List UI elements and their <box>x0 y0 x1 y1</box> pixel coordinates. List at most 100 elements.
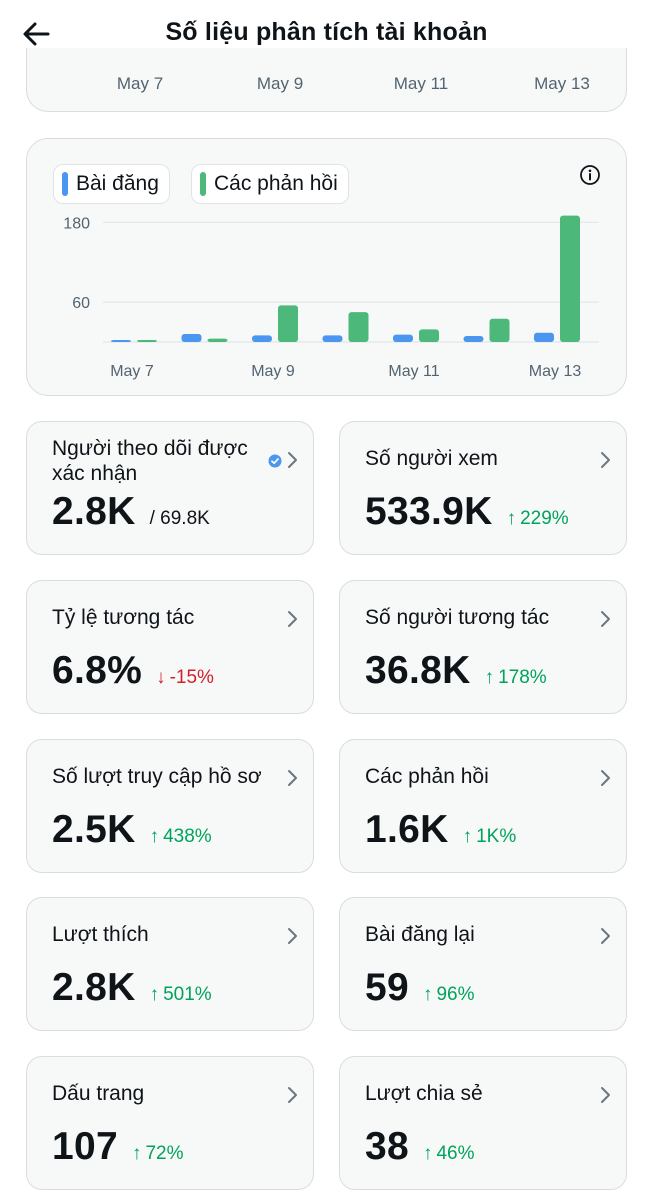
arrow-up-icon: ↑ <box>484 667 495 688</box>
x-axis-tick: May 7 <box>116 74 164 93</box>
metric-value-row: 2.8K ↑ 501% <box>52 966 212 1010</box>
metric-value: 533.9K <box>365 490 493 533</box>
x-axis-tick: May 13 <box>529 363 582 380</box>
chevron-right-icon <box>288 1087 297 1103</box>
bar-replies <box>137 340 157 342</box>
metric-change: ↑ 501% <box>150 984 212 1006</box>
metric-value-row: 1.6K ↑ 1K% <box>365 808 516 852</box>
bar-replies <box>207 338 228 342</box>
metric-label: Người theo dõi được xác nhận <box>52 437 248 485</box>
y-axis-tick: 60 <box>72 295 90 312</box>
arrow-up-icon: ↑ <box>506 508 517 529</box>
metric-tile[interactable]: Số lượt truy cập hồ sơ 2.5K ↑ 438% <box>26 739 314 873</box>
metric-change: ↑ 72% <box>132 1143 184 1165</box>
metric-change: ↑ 46% <box>423 1143 475 1165</box>
metric-value-row: 38 ↑ 46% <box>365 1125 475 1169</box>
arrow-up-icon: ↑ <box>422 1143 433 1164</box>
metric-change-value: 1K% <box>476 826 517 847</box>
chevron-right-icon <box>601 928 610 944</box>
metric-change-value: 229% <box>520 508 569 529</box>
bar-replies <box>419 329 439 342</box>
metric-value: 36.8K <box>365 649 471 692</box>
metric-value-row: 2.8K / 69.8K <box>52 490 210 534</box>
metric-value: 59 <box>365 966 409 1009</box>
legend-replies[interactable]: Các phản hồi <box>191 164 349 204</box>
bar-posts <box>322 335 343 342</box>
arrow-down-icon: ↓ <box>156 667 166 688</box>
metric-value-row: 2.5K ↑ 438% <box>52 808 212 852</box>
bar-replies <box>278 305 298 342</box>
arrow-up-icon: ↑ <box>149 984 160 1005</box>
arrow-up-icon: ↑ <box>422 984 433 1005</box>
chevron-right-icon <box>601 452 610 468</box>
posts-replies-chart-card: 60 180 May 7 May 9 May 11 May 13 Bài đăng Các… <box>26 138 627 396</box>
metric-tile[interactable]: Số người xem 533.9K ↑ 229% <box>339 421 627 555</box>
bar-posts <box>252 335 272 342</box>
metric-label: Số người xem <box>365 447 498 470</box>
bar-replies <box>560 215 580 342</box>
bar-replies <box>489 318 510 342</box>
bar-posts <box>111 340 131 342</box>
metric-tile[interactable]: Lượt thích 2.8K ↑ 501% <box>26 897 314 1031</box>
metric-label: Số lượt truy cập hồ sơ <box>52 765 262 788</box>
metric-value-row: 533.9K ↑ 229% <box>365 490 569 534</box>
metric-label: Bài đăng lại <box>365 923 475 946</box>
metric-total: / 69.8K <box>149 508 210 529</box>
x-axis-tick: May 9 <box>251 363 295 380</box>
metric-change: ↑ 96% <box>423 984 475 1006</box>
metric-change-value: 438% <box>163 826 212 847</box>
metric-value-row: 36.8K ↑ 178% <box>365 649 547 693</box>
metric-change-value: 501% <box>163 984 212 1005</box>
back-arrow-icon[interactable] <box>18 16 54 52</box>
bar-posts <box>181 334 202 342</box>
legend-label-replies: Các phản hồi <box>214 172 338 195</box>
metric-change-value: 46% <box>436 1143 475 1164</box>
metric-change: ↑ 438% <box>150 826 212 848</box>
metric-tile[interactable]: Các phản hồi 1.6K ↑ 1K% <box>339 739 627 873</box>
metric-tile[interactable]: Số người tương tác 36.8K ↑ 178% <box>339 580 627 714</box>
metric-tile[interactable]: Tỷ lệ tương tác 6.8% ↓ -15% <box>26 580 314 714</box>
metric-value-row: 107 ↑ 72% <box>52 1125 184 1169</box>
chevron-right-icon <box>288 611 297 627</box>
chevron-right-icon <box>288 928 297 944</box>
metric-change-value: -15% <box>169 667 214 688</box>
metric-label: Số người tương tác <box>365 606 550 629</box>
arrow-up-icon: ↑ <box>462 826 473 847</box>
metric-value: 107 <box>52 1125 118 1168</box>
arrow-up-icon: ↑ <box>131 1143 142 1164</box>
metric-change-value: 96% <box>436 984 475 1005</box>
x-axis-tick: May 11 <box>393 74 449 93</box>
metric-value: 6.8% <box>52 649 143 692</box>
chevron-right-icon <box>288 770 297 786</box>
metric-tile[interactable]: Dấu trang 107 ↑ 72% <box>26 1056 314 1190</box>
metric-tile[interactable]: Người theo dõi được xác nhận 2.8K / 69.8K <box>26 421 314 555</box>
bar-posts <box>463 336 484 342</box>
bar-replies <box>348 312 369 342</box>
metric-value: 1.6K <box>365 808 449 851</box>
chevron-right-icon <box>288 452 297 468</box>
legend-swatch-posts <box>62 172 68 196</box>
legend-label-posts: Bài đăng <box>76 172 159 195</box>
metric-change-value: 178% <box>498 667 547 688</box>
bar-posts <box>534 332 554 342</box>
bar-posts <box>393 334 413 342</box>
x-axis-tick: May 11 <box>388 363 439 380</box>
legend-posts[interactable]: Bài đăng <box>53 164 170 204</box>
metric-value: 2.8K <box>52 490 136 533</box>
info-icon[interactable] <box>579 164 601 186</box>
previous-chart-card: May 7 May 9 May 11 May 13 <box>26 48 627 112</box>
verified-badge-icon <box>268 454 282 468</box>
metric-value: 2.8K <box>52 966 136 1009</box>
metric-change: ↑ 1K% <box>463 826 517 848</box>
metric-label: Dấu trang <box>52 1082 145 1105</box>
x-axis-tick: May 7 <box>110 363 154 380</box>
arrow-up-icon: ↑ <box>149 826 160 847</box>
metric-tile[interactable]: Bài đăng lại 59 ↑ 96% <box>339 897 627 1031</box>
metric-label: Lượt chia sẻ <box>365 1082 483 1105</box>
metric-value-row: 59 ↑ 96% <box>365 966 475 1010</box>
chevron-right-icon <box>601 770 610 786</box>
legend-swatch-replies <box>200 172 206 196</box>
metric-tile[interactable]: Lượt chia sẻ 38 ↑ 46% <box>339 1056 627 1190</box>
metric-label: Các phản hồi <box>365 765 489 788</box>
metric-label: Lượt thích <box>52 923 149 946</box>
